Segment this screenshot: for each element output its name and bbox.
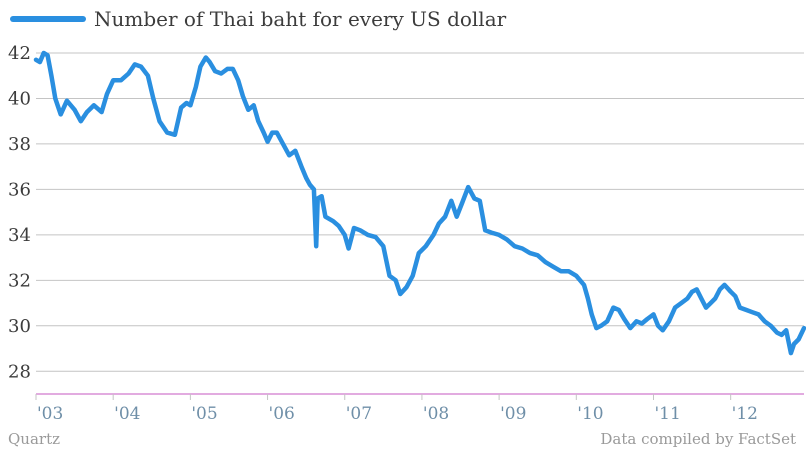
y-axis: 28 30 32 34 36 38 40 42 xyxy=(8,43,31,382)
x-tick-label: '07 xyxy=(346,404,372,424)
x-tick-label: '03 xyxy=(37,404,63,424)
source-label: Quartz xyxy=(8,430,61,448)
legend-swatch xyxy=(10,16,86,22)
y-tick-label: 40 xyxy=(8,88,31,109)
x-tick-label: '12 xyxy=(732,404,758,424)
x-tick-label: '08 xyxy=(423,404,449,424)
y-tick-label: 42 xyxy=(8,43,31,64)
y-tick-label: 36 xyxy=(8,179,31,200)
x-tick-label: '11 xyxy=(654,404,680,424)
x-axis: '03 '04 '05 '06 '07 '08 '09 '10 '11 '12 xyxy=(35,394,758,424)
x-tick-label: '04 xyxy=(114,404,140,424)
legend-label: Number of Thai baht for every US dollar xyxy=(94,7,507,31)
gridlines xyxy=(36,52,804,372)
legend: Number of Thai baht for every US dollar xyxy=(10,4,506,34)
y-tick-label: 30 xyxy=(8,316,31,337)
y-tick-label: 34 xyxy=(8,225,31,246)
x-tick-label: '06 xyxy=(269,404,295,424)
y-tick-label: 28 xyxy=(8,361,31,382)
series-group xyxy=(33,50,806,356)
series-line xyxy=(33,50,806,356)
y-tick-label: 38 xyxy=(8,134,31,155)
y-tick-label: 32 xyxy=(8,270,31,291)
credit-label: Data compiled by FactSet xyxy=(600,430,796,448)
x-tick-label: '09 xyxy=(500,404,526,424)
x-tick-label: '10 xyxy=(577,404,603,424)
x-tick-label: '05 xyxy=(191,404,217,424)
